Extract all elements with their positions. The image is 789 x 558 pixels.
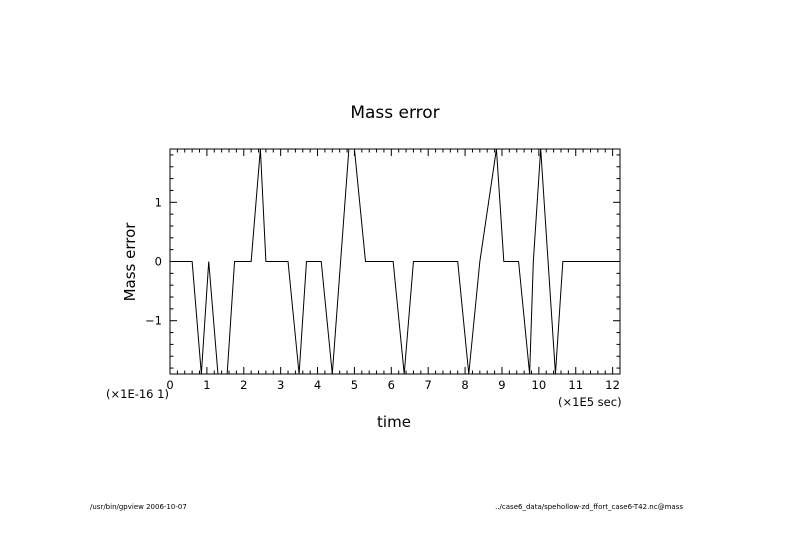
x-tick-labels: 0 1 2 3 4 5 6 7 8 9 10 11 12 <box>166 378 620 392</box>
x-tick-label: 11 <box>568 378 583 392</box>
series-line <box>170 148 620 375</box>
x-tick-label: 10 <box>532 378 547 392</box>
footer-right: ../case6_data/spehollow-zd_ffort_case6-T… <box>495 503 683 511</box>
x-tick-label: 0 <box>166 378 173 392</box>
x-tick-label: 9 <box>498 378 505 392</box>
x-tick-label: 12 <box>605 378 620 392</box>
x-scale-label: (×1E5 sec) <box>558 395 622 409</box>
x-tick-label: 6 <box>388 378 395 392</box>
x-tick-label: 7 <box>425 378 432 392</box>
x-tick-label: 2 <box>240 378 247 392</box>
y-tick-label: 0 <box>155 255 162 269</box>
y-tick-label: 1 <box>155 195 162 209</box>
y-axis-label: Mass error <box>121 222 139 302</box>
footer-left: /usr/bin/gpview 2006-10-07 <box>90 503 187 511</box>
y-scale-label: (×1E-16 1) <box>106 387 169 401</box>
y-tick-labels: −1 0 1 <box>145 195 162 327</box>
x-tick-label: 4 <box>314 378 321 392</box>
y-tick-label: −1 <box>145 314 162 328</box>
x-tick-label: 8 <box>461 378 468 392</box>
x-axis-label: time <box>377 413 411 431</box>
x-tick-label: 3 <box>277 378 284 392</box>
x-tick-label: 5 <box>351 378 358 392</box>
tick-marks <box>169 149 621 374</box>
chart-title: Mass error <box>350 103 439 123</box>
x-tick-label: 1 <box>203 378 210 392</box>
